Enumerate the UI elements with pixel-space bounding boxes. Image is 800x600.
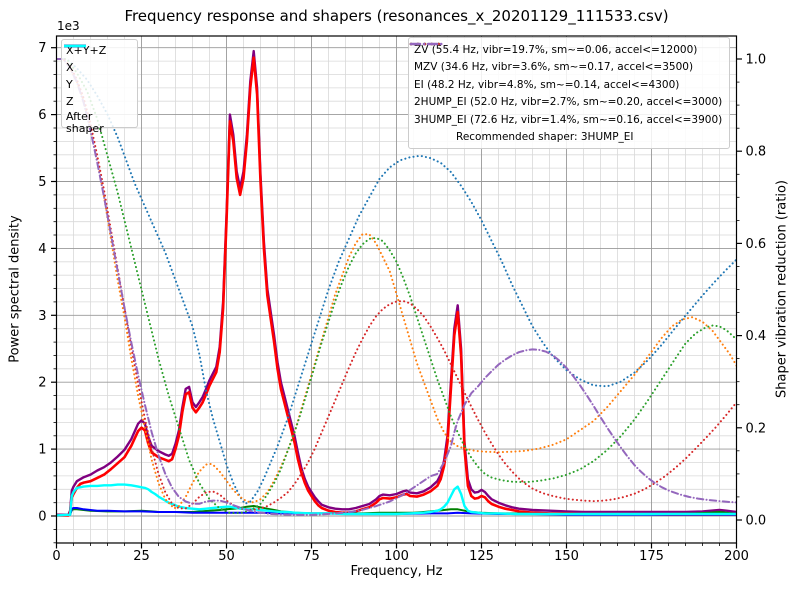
curve-3hump-ei — [56, 58, 737, 516]
y-axis-offset-label: 1e3 — [57, 19, 80, 33]
legend-entry-footer: Recommended shaper: 3HUMP_EI — [414, 130, 724, 148]
legend-entry-x: X — [64, 44, 133, 77]
curve-mzv — [56, 58, 737, 510]
legend-entry-label: X+Y+Z — [66, 44, 107, 58]
tick-label: 7 — [38, 41, 46, 56]
legend-entry-y: Y — [64, 44, 133, 94]
legend-entry-3HUMP_EI: 3HUMP_EI (72.6 Hz, vibr=1.4%, sm~=0.16, … — [409, 42, 724, 130]
tick-label: 25 — [133, 549, 150, 564]
legend-entry-z: Z — [64, 44, 133, 111]
tick-label: 0.2 — [746, 421, 767, 436]
tick-label: 4 — [38, 242, 46, 257]
tick-label: 0 — [38, 510, 46, 525]
tick-label: 1.0 — [746, 53, 767, 68]
tick-label: 0.4 — [746, 329, 767, 344]
tick-label: 0 — [52, 549, 60, 564]
curve-2hump-ei — [56, 58, 737, 511]
tick-label: 3 — [38, 309, 46, 324]
tick-label: 200 — [724, 549, 749, 564]
tick-label: 125 — [469, 549, 494, 564]
legend-entry-MZV: MZV (34.6 Hz, vibr=3.6%, sm~=0.17, accel… — [409, 42, 724, 78]
legend-entry-label: EI (48.2 Hz, vibr=4.8%, sm~=0.14, accel<… — [414, 78, 680, 91]
y-axis-right-label: Shaper vibration reduction (ratio) — [774, 180, 790, 398]
legend-entry-label: ZV (55.4 Hz, vibr=19.7%, sm~=0.06, accel… — [414, 43, 698, 56]
tick-label: 1 — [38, 443, 46, 458]
legend-entry-label: X — [66, 61, 74, 75]
tick-label: 2 — [38, 376, 46, 391]
curve-after-shaper — [56, 483, 737, 517]
tick-label: 175 — [639, 549, 664, 564]
y-axis-left-label: Power spectral density — [7, 215, 23, 363]
legend-psd: X+Y+Z X Y Z After shaper — [61, 39, 138, 135]
tick-label: 6 — [38, 108, 46, 123]
chart-title: Frequency response and shapers (resonanc… — [124, 7, 669, 25]
legend-entry-label: After shaper — [66, 110, 104, 136]
tick-label: 0.0 — [746, 513, 767, 528]
series-curves — [56, 49, 737, 517]
legend-entry-label: 2HUMP_EI (52.0 Hz, vibr=2.7%, sm~=0.20, … — [414, 96, 723, 109]
legend-entry-label: 3HUMP_EI (72.6 Hz, vibr=1.4%, sm~=0.16, … — [414, 113, 723, 126]
legend-line-sample — [409, 42, 445, 46]
tick-label: 150 — [554, 549, 579, 564]
legend-entry-ZV: ZV (55.4 Hz, vibr=19.7%, sm~=0.06, accel… — [409, 42, 724, 60]
tick-label: 5 — [38, 175, 46, 190]
tick-label: 100 — [384, 549, 409, 564]
legend-shapers: ZV (55.4 Hz, vibr=19.7%, sm~=0.06, accel… — [408, 37, 730, 149]
legend-entry-label: MZV (34.6 Hz, vibr=3.6%, sm~=0.17, accel… — [414, 61, 694, 74]
legend-entry-label: Recommended shaper: 3HUMP_EI — [456, 131, 634, 144]
x-axis-label: Frequency, Hz — [350, 564, 443, 579]
legend-entry-label: Z — [66, 95, 74, 109]
tick-label: 0.6 — [746, 237, 767, 252]
tick-label: 50 — [218, 549, 235, 564]
curve-zv — [56, 58, 737, 505]
legend-entry-label: Y — [66, 78, 73, 92]
axis-ticks: 0 25 50 75 100 125 150 175 200 0 1 2 3 4 5 6 7 0.0 0.2 0.4 0… — [38, 41, 766, 564]
legend-entry-after-shaper: After shaper — [64, 44, 133, 136]
tick-label: 0.8 — [746, 145, 767, 160]
tick-label: 75 — [303, 549, 320, 564]
legend-entry-EI: EI (48.2 Hz, vibr=4.8%, sm~=0.14, accel<… — [409, 42, 724, 95]
legend-line-sample — [64, 44, 86, 48]
curve-x — [56, 56, 737, 517]
legend-entry-2HUMP_EI: 2HUMP_EI (52.0 Hz, vibr=2.7%, sm~=0.20, … — [409, 42, 724, 113]
curve-x-y-z — [56, 49, 737, 516]
